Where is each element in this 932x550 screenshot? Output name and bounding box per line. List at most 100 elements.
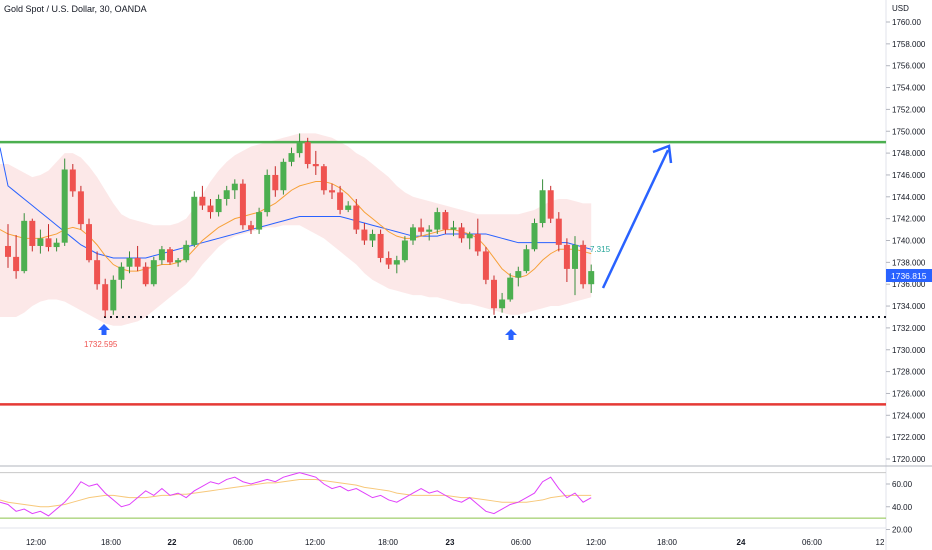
candle-up xyxy=(539,190,546,224)
candle-down xyxy=(102,284,109,311)
candle-up xyxy=(426,229,433,232)
candle-up xyxy=(345,205,352,210)
candle-down xyxy=(547,190,554,219)
candle-up xyxy=(126,257,133,267)
candle-down xyxy=(167,249,173,263)
candle-up xyxy=(393,260,400,265)
time-tick-label: 18:00 xyxy=(378,538,399,547)
candle-up xyxy=(280,161,287,191)
candle-down xyxy=(312,164,319,167)
candle-down xyxy=(474,233,481,252)
candle-up xyxy=(588,271,595,285)
candle-up xyxy=(531,223,538,250)
time-axis-ticks: 12:00 18:00 22 06:00 12:00 18:00 23 06:00 12:00 1… xyxy=(26,538,885,547)
candle-down xyxy=(207,205,214,213)
candle-up xyxy=(288,153,295,162)
low-price-label: 1732.595 xyxy=(84,340,118,349)
candlesticks xyxy=(5,133,595,317)
candle-up xyxy=(256,212,263,230)
candle-up xyxy=(21,220,28,272)
candle-up xyxy=(191,196,198,245)
candle-down xyxy=(304,142,311,165)
candle-down xyxy=(385,257,392,265)
rsi-line xyxy=(0,472,592,517)
time-tick-label: 12:00 xyxy=(26,538,47,547)
candle-down xyxy=(563,244,570,269)
time-tick-label: 06:00 xyxy=(233,538,254,547)
price-tick-label: 1746.000 xyxy=(892,171,926,180)
moving-averages xyxy=(0,147,592,279)
horizontal-levels xyxy=(0,140,886,406)
candle-up xyxy=(231,183,238,191)
candle-down xyxy=(272,174,279,191)
candle-down xyxy=(329,190,335,193)
time-tick-label: 12 xyxy=(876,538,885,547)
rsi-tick-label: 60.00 xyxy=(892,480,913,489)
pivot-markers xyxy=(98,324,517,340)
time-tick-label: 24 xyxy=(737,538,746,547)
chart-title: Gold Spot / U.S. Dollar, 30, OANDA xyxy=(4,4,147,14)
candle-up xyxy=(223,190,230,199)
pivot-up-arrow-icon xyxy=(505,329,517,340)
candle-up xyxy=(434,212,441,230)
candle-up xyxy=(369,233,376,241)
current-price-tag xyxy=(886,269,932,282)
time-tick-label: 22 xyxy=(168,538,177,547)
price-tick-label: 1754.000 xyxy=(892,84,926,93)
candle-up xyxy=(507,277,514,300)
candle-up xyxy=(61,169,68,243)
price-tick-label: 1724.000 xyxy=(892,411,926,420)
timeframe-label: 30 xyxy=(99,4,110,14)
candle-up xyxy=(118,266,125,280)
price-tick-label: 1730.000 xyxy=(892,346,926,355)
projection-arrowhead xyxy=(652,144,673,164)
candle-up xyxy=(37,238,44,246)
price-tick-label: 1742.000 xyxy=(892,215,926,224)
candle-down xyxy=(45,238,52,248)
price-tick-label: 1736.000 xyxy=(892,280,926,289)
candle-down xyxy=(5,245,11,257)
time-tick-label: 18:00 xyxy=(101,538,122,547)
candle-up xyxy=(515,271,522,278)
candle-up xyxy=(401,240,408,261)
rsi-pane: 60.00 40.00 20.00 xyxy=(0,472,913,535)
candle-down xyxy=(458,227,465,239)
price-tick-label: 1740.000 xyxy=(892,237,926,246)
time-tick-label: 18:00 xyxy=(657,538,678,547)
candle-up xyxy=(296,142,303,154)
candle-down xyxy=(142,266,149,285)
price-tick-label: 1734.000 xyxy=(892,302,926,311)
price-tick-label: 1752.000 xyxy=(892,105,926,114)
candle-down xyxy=(13,256,20,272)
candle-up xyxy=(523,249,530,272)
candle-down xyxy=(134,257,141,267)
price-tick-label: 1738.000 xyxy=(892,258,926,267)
candle-down xyxy=(199,196,206,206)
candle-up xyxy=(158,249,165,261)
price-tick-label: 1722.000 xyxy=(892,433,926,442)
price-tick-label: 1726.000 xyxy=(892,389,926,398)
candle-up xyxy=(183,244,190,261)
candle-up xyxy=(466,233,473,239)
rsi-tick-label: 20.00 xyxy=(892,526,913,535)
candle-up xyxy=(572,244,578,269)
candle-down xyxy=(353,205,360,230)
candle-down xyxy=(377,233,384,258)
time-tick-label: 06:00 xyxy=(511,538,532,547)
candle-down xyxy=(418,227,425,232)
candle-up xyxy=(410,227,416,241)
price-tick-label: 1748.000 xyxy=(892,149,926,158)
candle-up xyxy=(150,260,157,285)
price-tick-label: 1728.000 xyxy=(892,368,926,377)
candle-up xyxy=(215,198,222,213)
price-tick-label: 1744.000 xyxy=(892,193,926,202)
ma-slow-line xyxy=(0,147,592,259)
candle-up xyxy=(264,174,271,213)
price-axis-currency: USD xyxy=(892,4,909,13)
price-tick-label: 1760.00 xyxy=(892,18,921,27)
rsi-ma-line xyxy=(0,478,592,508)
candle-down xyxy=(77,191,84,225)
time-tick-label: 06:00 xyxy=(802,538,823,547)
